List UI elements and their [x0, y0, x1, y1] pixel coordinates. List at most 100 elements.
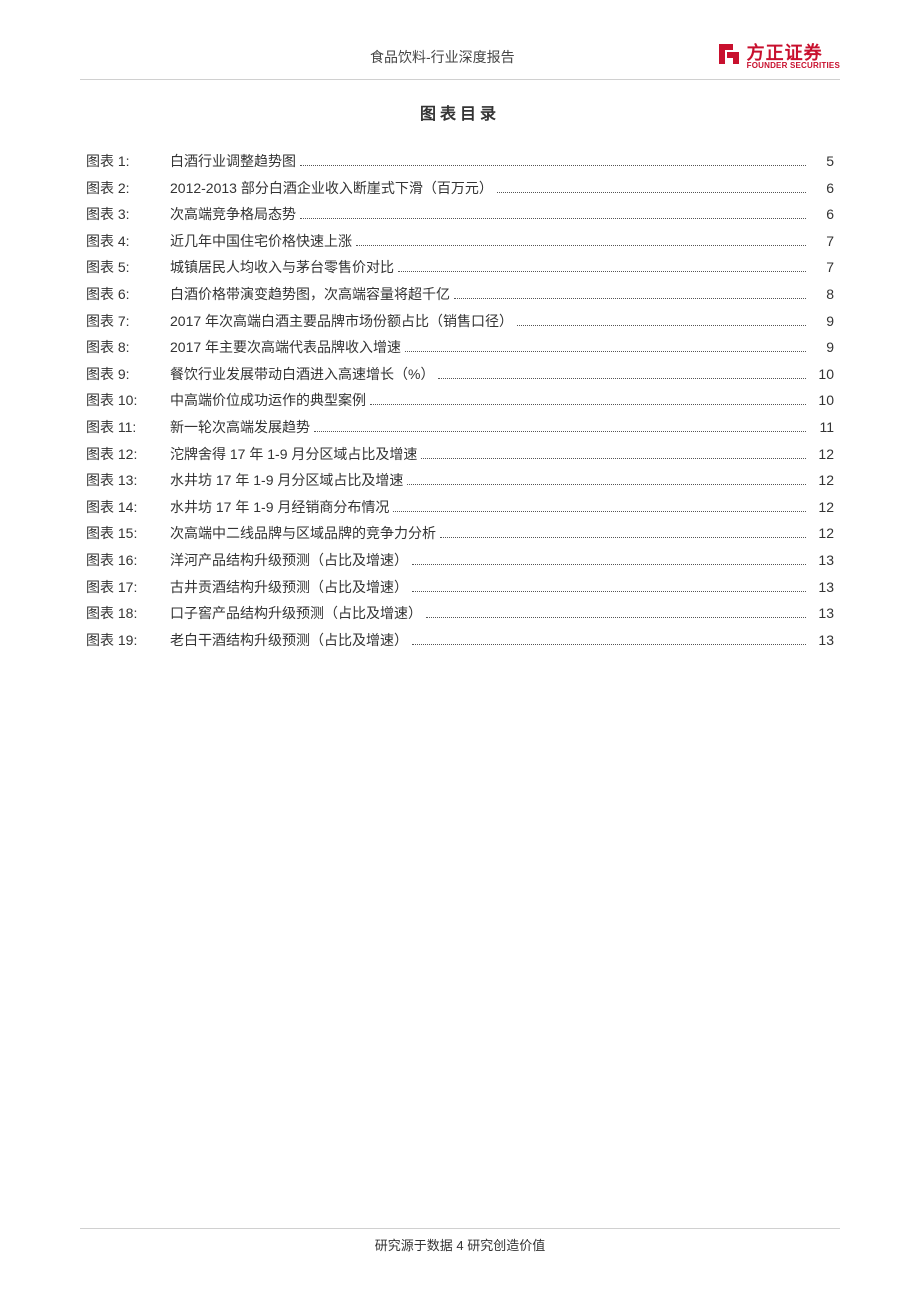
toc-row: 图表 17:古井贡酒结构升级预测（占比及增速）13	[86, 574, 834, 601]
toc-leader-dots	[398, 271, 806, 272]
toc-desc: 老白干酒结构升级预测（占比及增速）	[170, 627, 408, 654]
header-title: 食品饮料-行业深度报告	[80, 47, 715, 67]
toc-row: 图表 3:次高端竞争格局态势 6	[86, 201, 834, 228]
toc-desc: 白酒价格带演变趋势图，次高端容量将超千亿	[170, 281, 450, 308]
toc-desc: 2017 年次高端白酒主要品牌市场份额占比（销售口径）	[170, 308, 513, 335]
toc-page-number: 5	[810, 148, 834, 175]
toc-label: 图表 8:	[86, 334, 170, 361]
toc-row: 图表 10:中高端价位成功运作的典型案例 10	[86, 387, 834, 414]
toc-desc: 新一轮次高端发展趋势	[170, 414, 310, 441]
toc-row: 图表 14:水井坊 17 年 1-9 月经销商分布情况 12	[86, 494, 834, 521]
toc-label: 图表 14:	[86, 494, 170, 521]
toc-page-number: 7	[810, 228, 834, 255]
toc-row: 图表 12:沱牌舍得 17 年 1-9 月分区域占比及增速 12	[86, 441, 834, 468]
toc-row: 图表 8:2017 年主要次高端代表品牌收入增速9	[86, 334, 834, 361]
toc-leader-dots	[412, 591, 806, 592]
toc-row: 图表 11:新一轮次高端发展趋势 11	[86, 414, 834, 441]
toc-page-number: 12	[810, 441, 834, 468]
toc-label: 图表 2:	[86, 175, 170, 202]
toc-label: 图表 18:	[86, 600, 170, 627]
toc-row: 图表 1:白酒行业调整趋势图 5	[86, 148, 834, 175]
toc-page-number: 12	[810, 467, 834, 494]
toc-page-number: 13	[810, 600, 834, 627]
toc-row: 图表 15:次高端中二线品牌与区域品牌的竞争力分析 12	[86, 520, 834, 547]
toc-row: 图表 16:洋河产品结构升级预测（占比及增速）13	[86, 547, 834, 574]
toc-desc: 次高端中二线品牌与区域品牌的竞争力分析	[170, 520, 436, 547]
toc-page-number: 12	[810, 494, 834, 521]
toc-leader-dots	[438, 378, 806, 379]
toc-desc: 白酒行业调整趋势图	[170, 148, 296, 175]
toc-desc: 水井坊 17 年 1-9 月经销商分布情况	[170, 494, 389, 521]
toc-title: 图表目录	[80, 100, 840, 124]
toc-label: 图表 10:	[86, 387, 170, 414]
toc-page-number: 13	[810, 547, 834, 574]
logo-text: 方正证券 FOUNDER SECURITIES	[747, 44, 840, 70]
toc-leader-dots	[440, 537, 806, 538]
toc-leader-dots	[412, 644, 806, 645]
toc-list: 图表 1:白酒行业调整趋势图5图表 2:2012-2013 部分白酒企业收入断崖…	[80, 148, 840, 653]
toc-page-number: 10	[810, 387, 834, 414]
toc-page-number: 13	[810, 627, 834, 654]
toc-page-number: 6	[810, 201, 834, 228]
toc-leader-dots	[426, 617, 806, 618]
toc-page-number: 6	[810, 175, 834, 202]
toc-leader-dots	[454, 298, 806, 299]
toc-label: 图表 19:	[86, 627, 170, 654]
logo-en-text: FOUNDER SECURITIES	[747, 62, 840, 70]
page-footer: 研究源于数据 4 研究创造价值	[80, 1228, 840, 1254]
toc-page-number: 7	[810, 254, 834, 281]
toc-desc: 2012-2013 部分白酒企业收入断崖式下滑（百万元）	[170, 175, 493, 202]
toc-desc: 洋河产品结构升级预测（占比及增速）	[170, 547, 408, 574]
toc-row: 图表 6:白酒价格带演变趋势图，次高端容量将超千亿 8	[86, 281, 834, 308]
toc-desc: 城镇居民人均收入与茅台零售价对比	[170, 254, 394, 281]
toc-desc: 口子窖产品结构升级预测（占比及增速）	[170, 600, 422, 627]
page-container: 食品饮料-行业深度报告 方正证券 FOUNDER SECURITIES 图表目录…	[0, 0, 920, 1302]
toc-desc: 水井坊 17 年 1-9 月分区域占比及增速	[170, 467, 403, 494]
toc-leader-dots	[370, 404, 806, 405]
toc-page-number: 8	[810, 281, 834, 308]
toc-page-number: 9	[810, 334, 834, 361]
toc-leader-dots	[393, 511, 806, 512]
toc-leader-dots	[314, 431, 806, 432]
toc-leader-dots	[356, 245, 806, 246]
toc-page-number: 12	[810, 520, 834, 547]
company-logo: 方正证券 FOUNDER SECURITIES	[715, 40, 840, 73]
toc-leader-dots	[407, 484, 806, 485]
logo-mark-icon	[715, 40, 743, 73]
toc-label: 图表 1:	[86, 148, 170, 175]
toc-label: 图表 9:	[86, 361, 170, 388]
toc-row: 图表 9:餐饮行业发展带动白酒进入高速增长（%） 10	[86, 361, 834, 388]
page-header: 食品饮料-行业深度报告 方正证券 FOUNDER SECURITIES	[80, 40, 840, 80]
toc-label: 图表 5:	[86, 254, 170, 281]
toc-row: 图表 13:水井坊 17 年 1-9 月分区域占比及增速 12	[86, 467, 834, 494]
logo-cn-text: 方正证券	[747, 44, 840, 62]
toc-row: 图表 5:城镇居民人均收入与茅台零售价对比 7	[86, 254, 834, 281]
toc-leader-dots	[300, 218, 806, 219]
toc-leader-dots	[405, 351, 806, 352]
toc-row: 图表 18:口子窖产品结构升级预测（占比及增速） 13	[86, 600, 834, 627]
toc-label: 图表 3:	[86, 201, 170, 228]
toc-desc: 次高端竞争格局态势	[170, 201, 296, 228]
toc-label: 图表 13:	[86, 467, 170, 494]
toc-desc: 中高端价位成功运作的典型案例	[170, 387, 366, 414]
toc-label: 图表 6:	[86, 281, 170, 308]
toc-desc: 古井贡酒结构升级预测（占比及增速）	[170, 574, 408, 601]
toc-leader-dots	[517, 325, 806, 326]
toc-desc: 餐饮行业发展带动白酒进入高速增长（%）	[170, 361, 434, 388]
toc-desc: 近几年中国住宅价格快速上涨	[170, 228, 352, 255]
toc-label: 图表 15:	[86, 520, 170, 547]
toc-label: 图表 17:	[86, 574, 170, 601]
toc-row: 图表 2:2012-2013 部分白酒企业收入断崖式下滑（百万元） 6	[86, 175, 834, 202]
toc-page-number: 11	[810, 414, 834, 441]
toc-label: 图表 11:	[86, 414, 170, 441]
toc-leader-dots	[497, 192, 806, 193]
footer-text: 研究源于数据 4 研究创造价值	[375, 1238, 545, 1253]
toc-label: 图表 4:	[86, 228, 170, 255]
toc-page-number: 10	[810, 361, 834, 388]
toc-row: 图表 19:老白干酒结构升级预测（占比及增速） 13	[86, 627, 834, 654]
toc-leader-dots	[300, 165, 806, 166]
toc-leader-dots	[412, 564, 806, 565]
toc-label: 图表 12:	[86, 441, 170, 468]
toc-row: 图表 4:近几年中国住宅价格快速上涨 7	[86, 228, 834, 255]
toc-desc: 沱牌舍得 17 年 1-9 月分区域占比及增速	[170, 441, 417, 468]
